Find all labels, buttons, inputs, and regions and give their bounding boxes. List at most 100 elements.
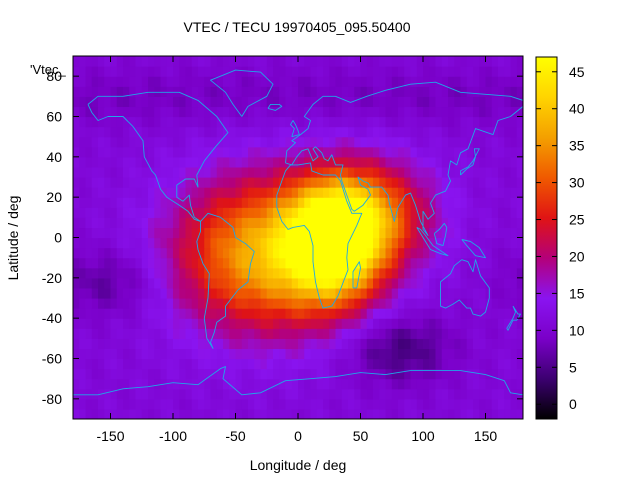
- heatmap-cell: [248, 287, 255, 299]
- heatmap-cell: [298, 237, 305, 249]
- heatmap-cell: [460, 378, 468, 390]
- heatmap-cell: [273, 86, 280, 97]
- heatmap-cell: [291, 398, 299, 410]
- heatmap-cell: [279, 398, 287, 410]
- heatmap-cell: [373, 187, 380, 198]
- heatmap-cell: [366, 146, 374, 158]
- heatmap-cell: [398, 338, 405, 350]
- heatmap-cell: [135, 116, 143, 128]
- heatmap-cell: [229, 378, 237, 390]
- heatmap-cell: [348, 177, 355, 188]
- heatmap-cell: [316, 348, 324, 360]
- heatmap-cell: [516, 156, 523, 168]
- heatmap-cell: [266, 156, 274, 168]
- heatmap-cell: [348, 136, 355, 148]
- heatmap-cell: [329, 227, 337, 239]
- heatmap-cell: [185, 368, 193, 380]
- heatmap-cell: [266, 146, 274, 158]
- heatmap-cell: [204, 96, 212, 108]
- heatmap-cell: [160, 227, 168, 239]
- heatmap-cell: [191, 146, 199, 158]
- heatmap-cell: [323, 217, 330, 229]
- heatmap-cell: [179, 146, 187, 158]
- heatmap-cell: [260, 86, 268, 97]
- heatmap-cell: [166, 318, 174, 329]
- heatmap-cell: [279, 287, 287, 299]
- heatmap-cell: [91, 177, 99, 188]
- heatmap-cell: [341, 388, 349, 400]
- heatmap-cell: [85, 86, 93, 97]
- heatmap-cell: [316, 227, 324, 239]
- heatmap-cell: [454, 287, 462, 299]
- heatmap-cell: [473, 156, 480, 168]
- heatmap-cell: [498, 166, 505, 178]
- heatmap-cell: [273, 257, 280, 269]
- heatmap-cell: [279, 56, 287, 67]
- heatmap-cell: [385, 96, 393, 108]
- heatmap-cell: [310, 96, 318, 108]
- heatmap-cell: [504, 298, 512, 309]
- heatmap-cell: [485, 116, 493, 128]
- heatmap-cell: [135, 96, 143, 108]
- heatmap-cell: [341, 368, 349, 380]
- heatmap-cell: [479, 388, 487, 400]
- heatmap-cell: [198, 257, 205, 269]
- heatmap-cell: [216, 398, 224, 410]
- heatmap-cell: [73, 398, 80, 410]
- heatmap-cell: [98, 267, 105, 279]
- heatmap-cell: [179, 56, 187, 67]
- heatmap-cell: [198, 207, 205, 218]
- heatmap-cell: [135, 217, 143, 229]
- heatmap-cell: [373, 76, 380, 87]
- heatmap-cell: [385, 86, 393, 97]
- heatmap-cell: [441, 66, 449, 77]
- heatmap-cell: [435, 298, 443, 309]
- heatmap-cell: [341, 126, 349, 138]
- heatmap-cell: [85, 126, 93, 138]
- heatmap-cell: [454, 247, 462, 259]
- heatmap-cell: [298, 126, 305, 138]
- heatmap-cell: [448, 197, 455, 208]
- heatmap-cell: [129, 328, 137, 339]
- heatmap-cell: [104, 177, 112, 188]
- heatmap-cell: [504, 247, 512, 259]
- heatmap-cell: [423, 166, 430, 178]
- heatmap-cell: [310, 146, 318, 158]
- heatmap-cell: [504, 156, 512, 168]
- heatmap-cell: [391, 207, 399, 218]
- heatmap-cell: [366, 348, 374, 360]
- heatmap-cell: [79, 277, 87, 289]
- heatmap-cell: [460, 106, 468, 118]
- heatmap-cell: [79, 358, 87, 370]
- heatmap-cell: [104, 277, 112, 289]
- coast-africa-eurasia: [276, 162, 363, 309]
- heatmap-cell: [91, 86, 99, 97]
- heatmap-cell: [473, 298, 480, 309]
- heatmap-cell: [391, 177, 399, 188]
- heatmap-cell: [323, 247, 330, 259]
- heatmap-cell: [85, 66, 93, 77]
- heatmap-cell: [79, 348, 87, 360]
- heatmap-cell: [504, 398, 512, 410]
- heatmap-cell: [466, 358, 474, 370]
- heatmap-cell: [429, 56, 437, 67]
- heatmap-cell: [510, 257, 518, 269]
- heatmap-cell: [229, 197, 237, 208]
- heatmap-cell: [298, 287, 305, 299]
- heatmap-cell: [348, 277, 355, 289]
- heatmap-cell: [385, 166, 393, 178]
- heatmap-cell: [210, 207, 218, 218]
- heatmap-cell: [366, 197, 374, 208]
- heatmap-cell: [285, 116, 293, 128]
- heatmap-cell: [285, 378, 293, 390]
- heatmap-cell: [116, 358, 124, 370]
- heatmap-cell: [210, 348, 218, 360]
- heatmap-cell: [298, 267, 305, 279]
- heatmap-cell: [385, 267, 393, 279]
- heatmap-cell: [85, 338, 93, 350]
- heatmap-cell: [448, 177, 455, 188]
- heatmap-cell: [429, 267, 437, 279]
- heatmap-cell: [479, 136, 487, 148]
- heatmap-cell: [466, 106, 474, 118]
- heatmap-cell: [441, 146, 449, 158]
